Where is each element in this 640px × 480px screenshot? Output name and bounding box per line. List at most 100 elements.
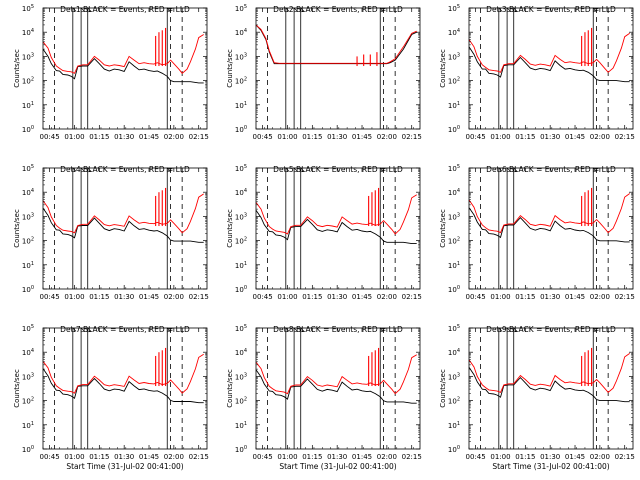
- x-tick-label: 02:00: [164, 293, 184, 301]
- flag-marker: [506, 7, 511, 13]
- x-tick-label: 01:30: [114, 133, 134, 141]
- panel-title: Det 6 BLACK = Events, RED = LLD: [486, 165, 616, 174]
- series-lld-line: [255, 194, 417, 235]
- y-tick-label: 101: [448, 261, 460, 270]
- plot-frame: [255, 327, 421, 450]
- y-tick-label: 100: [448, 285, 460, 294]
- plot-frame: [468, 327, 634, 450]
- series-lld-line: [468, 32, 630, 73]
- x-tick-label: 02:00: [590, 133, 610, 141]
- y-tick-label: 101: [22, 421, 34, 430]
- y-tick-label: 104: [22, 28, 34, 37]
- x-tick-label: 01:30: [540, 453, 560, 461]
- y-tick-label: 102: [448, 237, 460, 246]
- series-events-line: [255, 24, 417, 65]
- x-tick-label: 02:15: [615, 293, 635, 301]
- flag-marker: [379, 7, 384, 13]
- y-tick-label: 103: [448, 372, 460, 381]
- flag-marker: [379, 167, 384, 173]
- y-tick-label: 101: [22, 101, 34, 110]
- panel-det-3: 100 101 102 103 104 105 00:45 01:00 01:15 01:30 01…: [439, 4, 635, 141]
- panel-det-2: 100 101 102 103 104 105 00:45 01:00 01:15 01:30 01…: [226, 4, 422, 141]
- panel-det-8: 100 101 102 103 104 105 00:45 01:00 01:15 01:30 01…: [226, 324, 422, 471]
- series-events-line: [468, 207, 630, 243]
- y-tick-label: 104: [235, 188, 247, 197]
- panel-det-5: 100 101 102 103 104 105 00:45 01:00 01:15 01:30 01…: [226, 164, 422, 301]
- flag-marker: [80, 7, 85, 13]
- panel-title: Det 5 BLACK = Events, RED = LLD: [273, 165, 403, 174]
- x-tick-label: 01:30: [114, 293, 134, 301]
- y-tick-label: 104: [22, 188, 34, 197]
- y-tick-label: 103: [235, 212, 247, 221]
- y-tick-label: 105: [22, 324, 34, 333]
- flag-marker: [379, 327, 384, 333]
- x-tick-label: 01:45: [352, 293, 372, 301]
- x-tick-label: 01:15: [515, 133, 535, 141]
- y-tick-label: 105: [235, 164, 247, 173]
- x-tick-label: 01:45: [565, 133, 585, 141]
- y-tick-label: 105: [448, 4, 460, 13]
- y-tick-label: 100: [22, 445, 34, 454]
- y-tick-label: 103: [448, 212, 460, 221]
- panel-title: Det 1 BLACK = Events, RED = LLD: [60, 5, 190, 14]
- x-tick-label: 02:15: [189, 453, 209, 461]
- y-tick-label: 103: [22, 372, 34, 381]
- plot-frame: [468, 7, 634, 130]
- y-tick-label: 102: [235, 237, 247, 246]
- y-tick-label: 100: [22, 285, 34, 294]
- x-tick-label: 01:30: [327, 293, 347, 301]
- y-tick-label: 102: [235, 397, 247, 406]
- flag-marker: [80, 327, 85, 333]
- x-tick-label: 01:45: [139, 293, 159, 301]
- x-tick-label: 02:00: [590, 293, 610, 301]
- x-tick-label: 01:45: [139, 133, 159, 141]
- flag-marker: [87, 327, 92, 333]
- y-tick-label: 102: [448, 77, 460, 86]
- x-tick-label: 01:00: [277, 293, 297, 301]
- series-events-line: [42, 207, 204, 243]
- y-axis-label: Counts/sec: [226, 369, 234, 408]
- y-tick-label: 103: [22, 212, 34, 221]
- x-tick-label: 00:45: [253, 293, 273, 301]
- y-tick-label: 103: [448, 52, 460, 61]
- x-tick-label: 02:15: [402, 133, 422, 141]
- y-tick-label: 100: [235, 445, 247, 454]
- x-tick-label: 00:45: [253, 133, 273, 141]
- series-events-line: [42, 48, 204, 84]
- series-lld-line: [468, 193, 630, 234]
- y-axis-label: Counts/sec: [439, 209, 447, 248]
- x-tick-label: 01:15: [302, 293, 322, 301]
- series-lld-line: [255, 354, 417, 395]
- plot-frame: [42, 7, 208, 130]
- panel-title: Det 7 BLACK = Events, RED = LLD: [60, 325, 190, 334]
- panel-title: Det 2 BLACK = Events, RED = LLD: [273, 5, 403, 14]
- x-tick-label: 01:00: [277, 133, 297, 141]
- flag-marker: [300, 7, 305, 13]
- x-tick-label: 01:45: [352, 133, 372, 141]
- x-axis-label: Start Time (31-Jul-02 00:41:00): [279, 462, 396, 471]
- y-tick-label: 105: [235, 324, 247, 333]
- series-events-line: [255, 209, 417, 245]
- y-tick-label: 101: [235, 261, 247, 270]
- x-tick-label: 01:00: [64, 293, 84, 301]
- x-tick-label: 00:45: [253, 453, 273, 461]
- panel-det-4: 100 101 102 103 104 105 00:45 01:00 01:15 01:30 01…: [13, 164, 209, 301]
- x-tick-label: 00:45: [40, 133, 60, 141]
- x-tick-label: 02:15: [189, 133, 209, 141]
- y-tick-label: 103: [235, 52, 247, 61]
- flag-marker: [592, 167, 597, 173]
- x-tick-label: 01:15: [89, 453, 109, 461]
- x-tick-label: 01:30: [327, 453, 347, 461]
- x-tick-label: 02:00: [164, 133, 184, 141]
- y-tick-label: 104: [448, 348, 460, 357]
- flag-marker: [513, 167, 518, 173]
- plot-frame: [255, 7, 421, 130]
- x-tick-label: 02:00: [590, 453, 610, 461]
- panel-title: Det 8 BLACK = Events, RED = LLD: [273, 325, 403, 334]
- y-tick-label: 101: [235, 101, 247, 110]
- y-tick-label: 104: [448, 28, 460, 37]
- x-tick-label: 01:15: [89, 133, 109, 141]
- series-lld-line: [42, 34, 204, 74]
- x-tick-label: 01:30: [540, 133, 560, 141]
- plot-frame: [468, 167, 634, 290]
